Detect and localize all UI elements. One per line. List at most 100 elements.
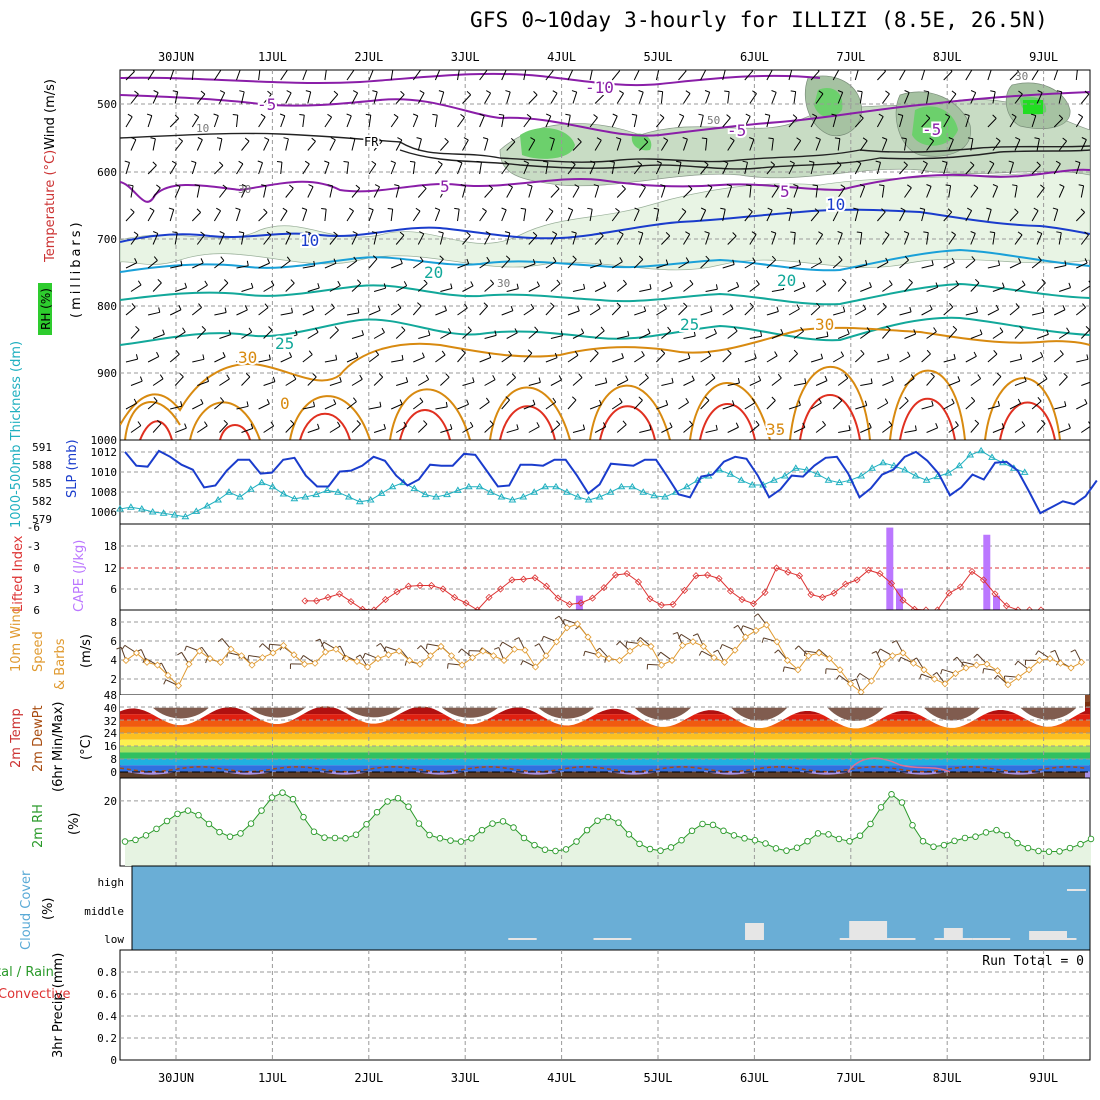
upper-barb [899,207,906,222]
upper-barb [390,399,403,410]
date-bottom-8: 8JUL [933,1071,962,1085]
upper-barb [299,113,305,128]
thickness-point [225,488,233,495]
upper-barb [1031,207,1039,222]
upper-barb [412,207,421,222]
upper-barb [501,255,511,269]
rh-point [216,828,223,836]
upper-barb [854,70,859,81]
rh-point [709,821,717,829]
thickness-point [323,486,331,493]
li-point [496,585,505,593]
upper-barb [812,184,819,198]
upper-barb [722,70,726,81]
upper-barb [417,184,427,198]
rh-point [1066,844,1074,852]
upper-barb [147,351,160,363]
upper-barb [462,421,474,433]
upper-barb [1014,137,1021,151]
contour-label-12: 30 [238,183,251,196]
upper-barb [501,70,507,81]
thickness-point [236,493,244,500]
temp-axis-label-3: (6hr Min/Max) [51,702,66,792]
rh-point [699,820,706,828]
wind-point [993,667,1002,675]
rh-point [510,824,517,831]
upper-barb [572,373,583,386]
upper-barb [457,399,470,410]
upper-barb [921,70,926,81]
wind-point [531,663,540,671]
upper-barb [948,231,956,245]
rh-point [520,834,528,842]
upper-barb [454,207,460,222]
wind-point [1056,659,1065,667]
temperature-peaks [152,707,1077,721]
upper-barb [1012,184,1018,198]
upper-barb [169,305,182,316]
date-top-8: 8JUL [933,50,962,64]
upper-barb [219,184,228,198]
upper-barb [1031,351,1044,363]
rh-legend-label: RH (%) [39,288,53,330]
upper-barb [678,70,687,81]
slp-grid [120,440,1090,524]
upper-barb [768,137,774,151]
upper-barb [285,329,298,339]
upper-barb [218,231,225,245]
upper-barb [771,184,779,198]
upper-barb [634,350,645,363]
upper-barb [302,305,315,316]
wind-point [437,642,445,650]
upper-barb [615,137,622,151]
upper-barb [368,207,374,222]
rh-point [678,837,685,844]
wind-point [143,658,151,666]
li-point [301,597,309,605]
wind-point [720,658,729,666]
upper-barb [855,304,867,316]
upper-barb [567,350,579,363]
upper-barb [528,377,541,386]
upper-barb [700,351,712,363]
upper-barb [1058,372,1068,386]
date-labels-top: 30JUN 1JUL 2JUL 3JUL 4JUL 5JUL 6JUL 7JUL 8JUL 9JU… [158,50,1058,64]
upper-barb [501,207,507,222]
upper-barb [943,208,953,222]
upper-barb [793,184,799,198]
upper-barb [970,329,983,339]
thickness-point [181,512,190,520]
upper-barb [793,326,804,339]
upper-barb [329,90,339,104]
upper-barb [152,329,165,339]
upper-barb [236,160,244,175]
wind-point [185,660,193,668]
wind10m-axis-label-1: 10m Wind [9,606,24,672]
thick-tick-588: 588 [32,459,52,472]
upper-barb [440,137,449,151]
upper-barb [992,327,1004,339]
upper-barb [368,350,380,363]
upper-barb [1009,303,1020,316]
upper-barb [479,302,489,316]
upper-barb [881,90,890,104]
upper-barb [744,398,756,410]
li-point [657,601,666,609]
li-tick-m6: -6 [27,521,40,534]
rh-point [447,837,454,844]
contour-label-3: FR [364,135,379,149]
slp-line [124,449,1098,515]
upper-barb [307,184,314,198]
upper-barb [307,283,320,292]
upper-barb [412,70,421,81]
rh-point [825,831,832,838]
thick-tick-591: 591 [32,441,52,454]
rh-point [594,817,601,824]
upper-barb [788,70,793,81]
cloud-block [972,938,1011,940]
upper-barb [1075,160,1081,175]
upper-barb [394,184,400,198]
upper-barb [832,396,843,410]
li-point [577,599,585,607]
upper-barb [899,70,906,81]
